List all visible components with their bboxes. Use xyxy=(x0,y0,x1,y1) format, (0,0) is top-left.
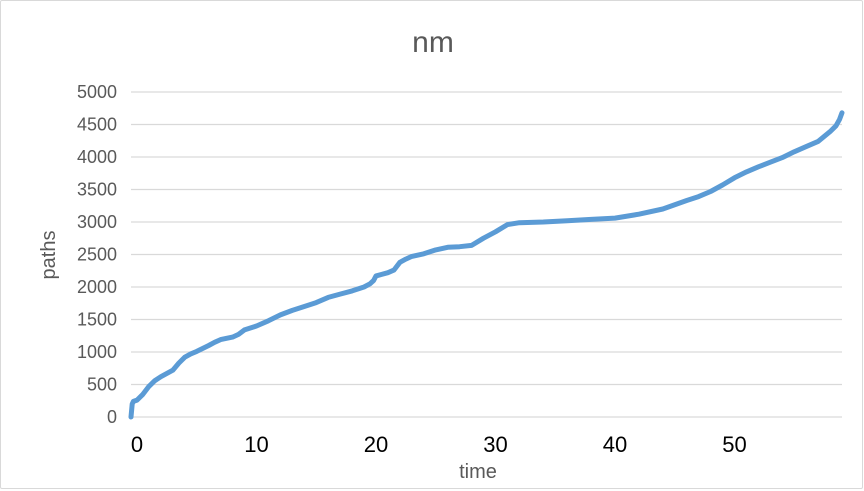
chart-title: nm xyxy=(412,26,454,59)
x-tick-label: 20 xyxy=(364,432,388,457)
y-tick-label: 4000 xyxy=(77,147,117,167)
series-line xyxy=(128,110,845,420)
y-tick-label: 1500 xyxy=(77,310,117,330)
series-group xyxy=(128,110,845,420)
y-tick-label: 500 xyxy=(87,375,117,395)
gridlines xyxy=(131,91,842,418)
y-tick-label: 0 xyxy=(107,407,117,427)
x-tick-label: 40 xyxy=(603,432,627,457)
y-tick-label: 4500 xyxy=(77,115,117,135)
y-axis-ticks: 0 500 1000 1500 2000 2500 3000 3500 4000 4500 5000 xyxy=(77,82,117,427)
x-axis-label: time xyxy=(459,461,497,483)
x-tick-label: 50 xyxy=(722,432,746,457)
y-tick-label: 2500 xyxy=(77,245,117,265)
y-axis-label: paths xyxy=(38,231,60,280)
x-axis-ticks: 0 10 20 30 40 50 xyxy=(131,432,747,457)
y-tick-label: 3000 xyxy=(77,212,117,232)
y-tick-label: 5000 xyxy=(77,82,117,102)
x-tick-label: 0 xyxy=(131,432,143,457)
x-tick-label: 10 xyxy=(244,432,268,457)
x-tick-label: 30 xyxy=(483,432,507,457)
y-tick-label: 3500 xyxy=(77,180,117,200)
y-tick-label: 2000 xyxy=(77,277,117,297)
y-tick-label: 1000 xyxy=(77,342,117,362)
